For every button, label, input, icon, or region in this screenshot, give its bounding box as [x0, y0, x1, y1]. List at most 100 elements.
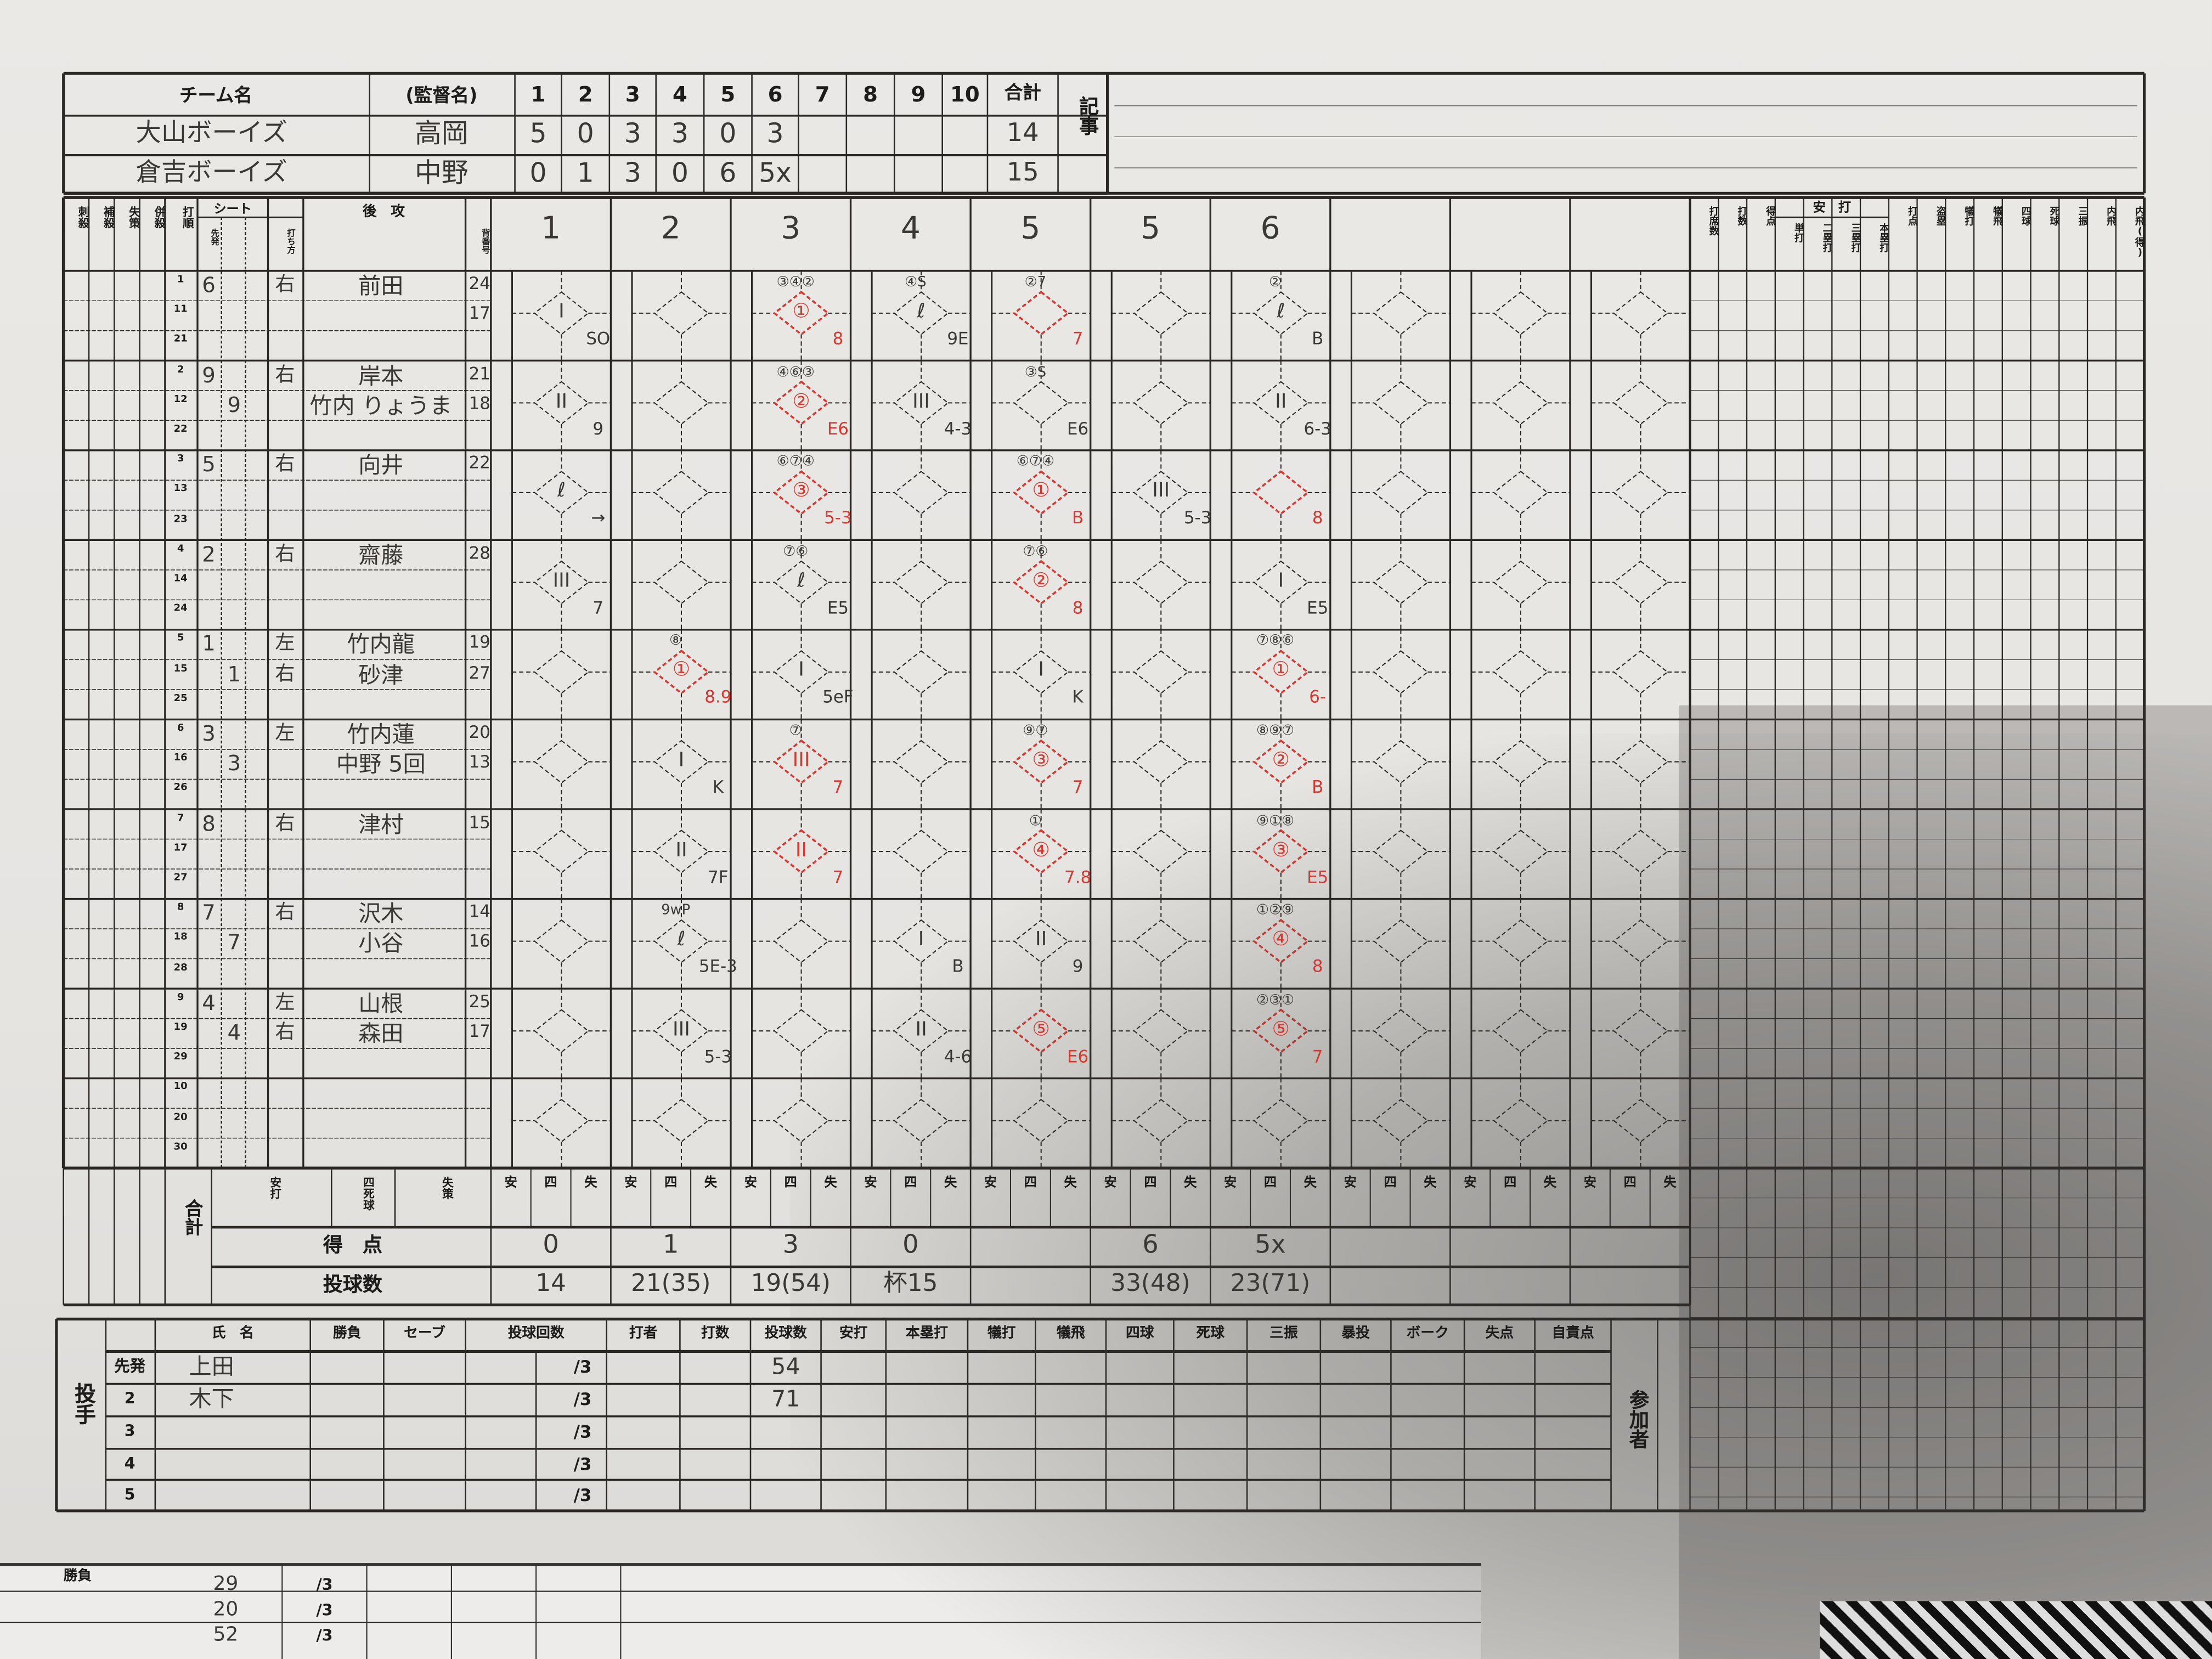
batting-order-number: 18: [173, 932, 188, 943]
runner-advance-marks: ⑦: [789, 724, 802, 740]
play-center-mark: ①: [1032, 479, 1050, 503]
inning-runs-total: 0: [902, 1230, 919, 1260]
play-center-mark: ①: [1272, 659, 1290, 682]
scored-diamond: [1252, 650, 1310, 695]
base-diamond: [533, 381, 589, 425]
play-center-mark: I: [798, 659, 804, 682]
play-result: 7.8: [1064, 867, 1092, 887]
base-diamond: [1373, 830, 1429, 873]
fielding-position: 9: [202, 362, 216, 388]
per-inning-stat-header: 四: [1504, 1176, 1517, 1191]
fielding-position: 5: [202, 452, 216, 477]
uniform-number: 13: [469, 752, 490, 772]
play-center-mark: ②: [1032, 569, 1050, 592]
base-diamond: [653, 740, 709, 784]
base-diamond: [1373, 291, 1429, 335]
play-result: B: [952, 956, 964, 977]
base-diamond: [533, 291, 589, 335]
batting-order-number: 6: [177, 722, 184, 734]
fielding-position: 1: [202, 631, 216, 657]
play-result: 8: [1312, 508, 1323, 528]
batting-order-number: 27: [173, 872, 188, 883]
base-diamond: [653, 830, 709, 873]
batting-order-number: 16: [173, 752, 188, 764]
pitcher-order: 2: [124, 1389, 136, 1408]
runner-advance-marks: ⑦⑥: [1023, 544, 1048, 560]
uniform-number: 19: [469, 632, 490, 652]
batting-hand: 右: [275, 812, 295, 835]
base-diamond: [1613, 471, 1669, 515]
base-diamond: [653, 560, 709, 605]
uniform-number: 15: [469, 812, 490, 832]
pitcher-column-header: 四球: [1125, 1326, 1154, 1342]
uniform-number: 17: [469, 303, 490, 324]
base-diamond: [533, 830, 589, 873]
base-diamond: [893, 830, 949, 873]
base-diamond: [893, 650, 949, 694]
totals-subheader: 四死球: [362, 1176, 375, 1211]
batting-hand: 右: [275, 543, 295, 566]
scored-diamond: [772, 380, 830, 426]
base-diamond: [653, 919, 709, 963]
inning-runs-total: 3: [782, 1230, 799, 1260]
base-diamond: [1613, 919, 1669, 963]
pitcher-section-label: 投手: [72, 1382, 98, 1425]
play-result: 7: [1072, 329, 1084, 349]
runner-advance-marks: ⑨①⑧: [1256, 813, 1295, 829]
inning-runs: 0: [577, 118, 594, 150]
base-diamond: [533, 1009, 589, 1053]
manager-name: 中野: [414, 157, 469, 189]
batting-order-number: 17: [173, 842, 188, 854]
per-inning-stat-header: 失: [1663, 1176, 1677, 1191]
base-diamond: [1493, 830, 1549, 873]
pitcher-column-header: 氏 名: [211, 1326, 254, 1342]
under-sheet-value: 52: [213, 1623, 239, 1646]
scored-diamond: [1012, 290, 1070, 336]
runner-advance-marks: ⑧⑨⑦: [1256, 724, 1295, 740]
scored-diamond: [772, 829, 830, 874]
player-name: 竹内蓮: [347, 720, 415, 748]
play-result: E5: [827, 597, 849, 618]
per-inning-stat-header: 安: [864, 1176, 877, 1191]
player-name: 齋藤: [358, 541, 404, 568]
base-diamond: [653, 381, 709, 425]
runs-row-label: 得 点: [323, 1234, 382, 1257]
per-inning-stat-header: 四: [1024, 1176, 1037, 1191]
under-sheet-value: 20: [213, 1598, 239, 1621]
batting-order-number: 25: [173, 692, 188, 704]
per-inning-stat-header: 失: [824, 1176, 837, 1191]
base-diamond: [1133, 919, 1189, 963]
position-header: シート: [213, 203, 252, 217]
base-diamond: [1373, 560, 1429, 605]
scored-diamond: [1252, 1008, 1310, 1054]
fielding-position: 7: [202, 900, 216, 926]
totals-subheader: 失策: [441, 1176, 454, 1199]
player-name: 沢木: [358, 900, 404, 927]
inning-number: 5: [1140, 211, 1160, 247]
base-diamond: [533, 740, 589, 784]
play-center-mark: ③: [1272, 838, 1290, 862]
base-diamond: [533, 1098, 589, 1143]
base-diamond: [1613, 740, 1669, 784]
inning-pitch-count: 14: [535, 1269, 566, 1298]
play-result: E6: [827, 418, 849, 438]
under-sheet-innings: /3: [316, 1601, 333, 1620]
base-diamond: [893, 291, 949, 335]
inning-runs: 3: [624, 157, 641, 189]
base-diamond: [1613, 830, 1669, 873]
per-inning-stat-header: 安: [504, 1176, 517, 1191]
batting-order-number: 15: [173, 662, 188, 674]
play-center-mark: ③: [792, 479, 810, 503]
total-header: 合計: [1004, 83, 1041, 105]
inning-runs: 6: [719, 157, 737, 189]
scored-diamond: [1252, 470, 1310, 515]
play-result: 5-3: [704, 1046, 732, 1066]
inning-header: 9: [911, 82, 926, 108]
play-center-mark: ⑤: [1032, 1018, 1050, 1041]
pitcher-column-header: 本塁打: [905, 1326, 948, 1342]
base-diamond: [893, 919, 949, 963]
uniform-number: 20: [469, 722, 490, 742]
batting-order-number: 28: [173, 961, 188, 973]
inning-pitch-count: 33(48): [1110, 1269, 1190, 1298]
uniform-number: 21: [469, 363, 490, 383]
